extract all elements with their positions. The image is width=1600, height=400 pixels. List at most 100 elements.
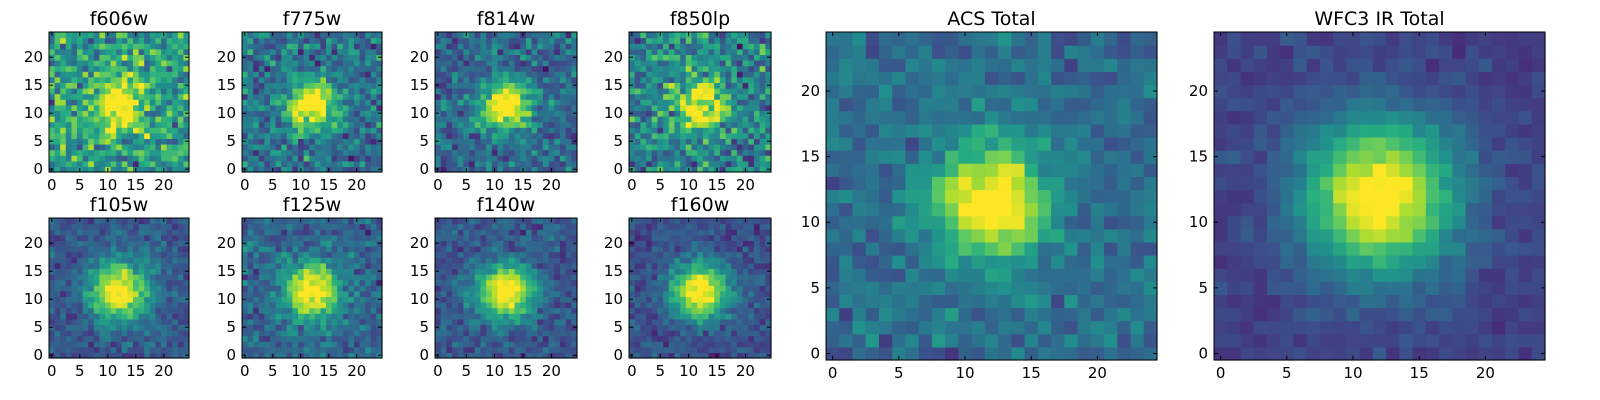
heatmap-cell — [646, 352, 653, 359]
heatmap-cell — [65, 251, 72, 258]
heatmap-cell — [480, 240, 487, 247]
heatmap-cell — [253, 330, 260, 337]
heatmap-cell — [651, 99, 658, 106]
heatmap-cell — [149, 166, 156, 173]
heatmap-cell — [435, 290, 442, 297]
heatmap-cell — [342, 218, 349, 225]
heatmap-cell — [629, 155, 636, 162]
heatmap-cell — [77, 318, 84, 325]
heatmap-cell — [714, 307, 721, 314]
heatmap-cell — [508, 318, 516, 325]
heatmap-cell — [71, 121, 78, 128]
heatmap-cell — [116, 302, 123, 309]
heatmap-cell — [337, 229, 344, 236]
heatmap-cell — [542, 166, 550, 173]
heatmap-cell — [326, 93, 333, 100]
heatmap-cell — [691, 54, 698, 61]
heatmap-cell — [714, 313, 721, 320]
heatmap-cell — [149, 246, 156, 253]
heatmap-cell — [121, 104, 128, 111]
heatmap-cell — [736, 138, 744, 145]
heatmap-cell — [183, 218, 190, 225]
heatmap-cell — [354, 251, 361, 258]
heatmap-cell — [133, 251, 140, 258]
heatmap-cell — [281, 330, 288, 337]
heatmap-cell — [548, 76, 555, 83]
y-tick-label: 0 — [419, 160, 429, 178]
heatmap-cell — [99, 246, 106, 253]
heatmap-cell — [65, 37, 72, 44]
heatmap-cell — [646, 324, 653, 331]
heatmap-cell — [121, 229, 128, 236]
heatmap-cell — [298, 82, 305, 89]
heatmap-cell — [286, 144, 293, 151]
heatmap-cell — [326, 324, 333, 331]
heatmap-cell — [354, 346, 361, 353]
heatmap-cell — [320, 65, 327, 72]
heatmap-cell — [457, 76, 464, 83]
heatmap-cell — [554, 144, 561, 151]
heatmap-cell — [286, 99, 293, 106]
heatmap-cell — [77, 104, 84, 111]
heatmap-cell — [748, 132, 755, 139]
heatmap-cell — [452, 54, 459, 61]
heatmap-cell — [65, 166, 72, 173]
heatmap-cell — [559, 127, 567, 134]
heatmap-cell — [149, 302, 156, 309]
heatmap-cell — [525, 99, 533, 106]
heatmap-cell — [565, 307, 572, 314]
heatmap-cell — [149, 318, 156, 325]
heatmap-cell — [149, 88, 156, 95]
heatmap-cell — [646, 54, 653, 61]
heatmap-cell — [309, 352, 316, 359]
heatmap-cell — [548, 149, 555, 156]
heatmap-cell — [264, 274, 271, 281]
heatmap-cell — [525, 144, 533, 151]
heatmap-cell — [674, 121, 681, 128]
heatmap-cell — [452, 71, 459, 78]
heatmap-cell — [166, 43, 173, 50]
heatmap-cell — [725, 48, 732, 55]
heatmap-cell — [264, 110, 271, 117]
heatmap-cell — [54, 346, 61, 353]
heatmap-cell — [446, 352, 453, 359]
heatmap-cell — [264, 160, 271, 167]
heatmap-cell — [525, 346, 533, 353]
heatmap-cell — [149, 262, 156, 269]
heatmap-cell — [537, 302, 544, 309]
heatmap-cell — [286, 218, 293, 225]
heatmap-cell — [503, 65, 510, 72]
heatmap-cell — [88, 110, 95, 117]
heatmap-cell — [82, 71, 89, 78]
heatmap-cell — [270, 127, 277, 134]
heatmap-cell — [765, 104, 772, 111]
heatmap-cell — [77, 268, 84, 275]
heatmap-cell — [110, 279, 117, 286]
heatmap-cell — [542, 88, 550, 95]
heatmap-cell — [457, 127, 464, 134]
heatmap-cell — [480, 296, 487, 303]
heatmap-cell — [365, 138, 372, 145]
heatmap-cell — [60, 262, 67, 269]
heatmap-cell — [725, 330, 732, 337]
heatmap-cell — [765, 32, 772, 39]
heatmap-cell — [342, 155, 349, 162]
heatmap-cell — [685, 318, 693, 325]
heatmap-cell — [531, 116, 538, 123]
heatmap-cell — [105, 127, 112, 134]
heatmap-cell — [503, 121, 510, 128]
heatmap-cell — [331, 318, 338, 325]
heatmap-cell — [520, 341, 527, 348]
heatmap-cell — [314, 48, 321, 55]
heatmap-cell — [314, 246, 321, 253]
heatmap-cell — [161, 234, 168, 241]
heatmap-cell — [503, 229, 510, 236]
heatmap-cell — [474, 346, 482, 353]
heatmap-cell — [54, 318, 61, 325]
heatmap-cell — [736, 335, 744, 342]
heatmap-cell — [183, 313, 190, 320]
heatmap-cell — [359, 352, 366, 359]
heatmap-cell — [309, 99, 316, 106]
heatmap-cell — [514, 93, 521, 100]
heatmap-cell — [452, 37, 459, 44]
